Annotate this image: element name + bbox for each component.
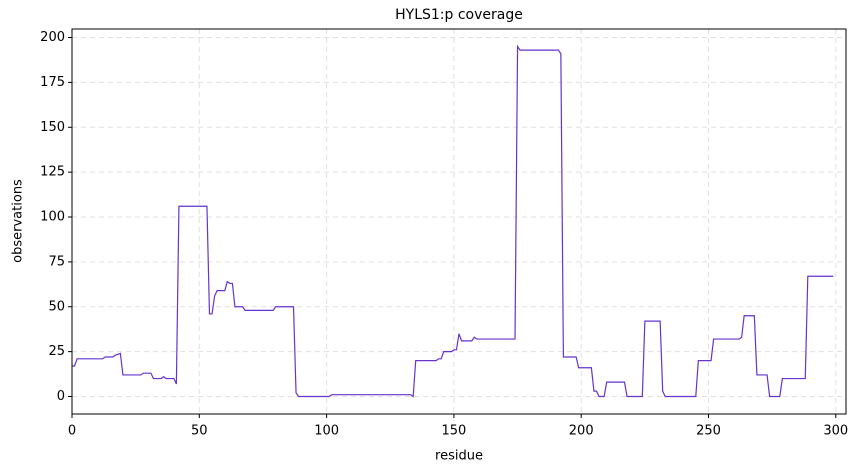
chart-title: HYLS1:p coverage: [395, 7, 523, 23]
y-tick-label: 200: [40, 30, 65, 45]
y-axis-label: observations: [11, 179, 26, 263]
y-tick-label: 175: [40, 75, 65, 90]
y-tick-label: 50: [48, 299, 65, 314]
x-tick-label: 150: [441, 424, 466, 439]
x-tick-label: 0: [68, 424, 76, 439]
x-tick-label: 250: [696, 424, 721, 439]
data-line: [72, 44, 834, 398]
y-tick-label: 75: [48, 254, 65, 269]
x-tick-label: 100: [314, 424, 339, 439]
y-tick-label: 100: [40, 210, 65, 225]
y-tick-label: 0: [57, 389, 65, 404]
x-axis-label: residue: [435, 449, 483, 464]
y-tick-label: 150: [40, 120, 65, 135]
plot-frame: [71, 28, 847, 415]
y-tick-label: 125: [40, 165, 65, 180]
y-tick-label: 25: [48, 344, 65, 359]
x-tick-label: 300: [823, 424, 848, 439]
x-tick-label: 50: [191, 424, 208, 439]
x-tick-label: 200: [569, 424, 594, 439]
